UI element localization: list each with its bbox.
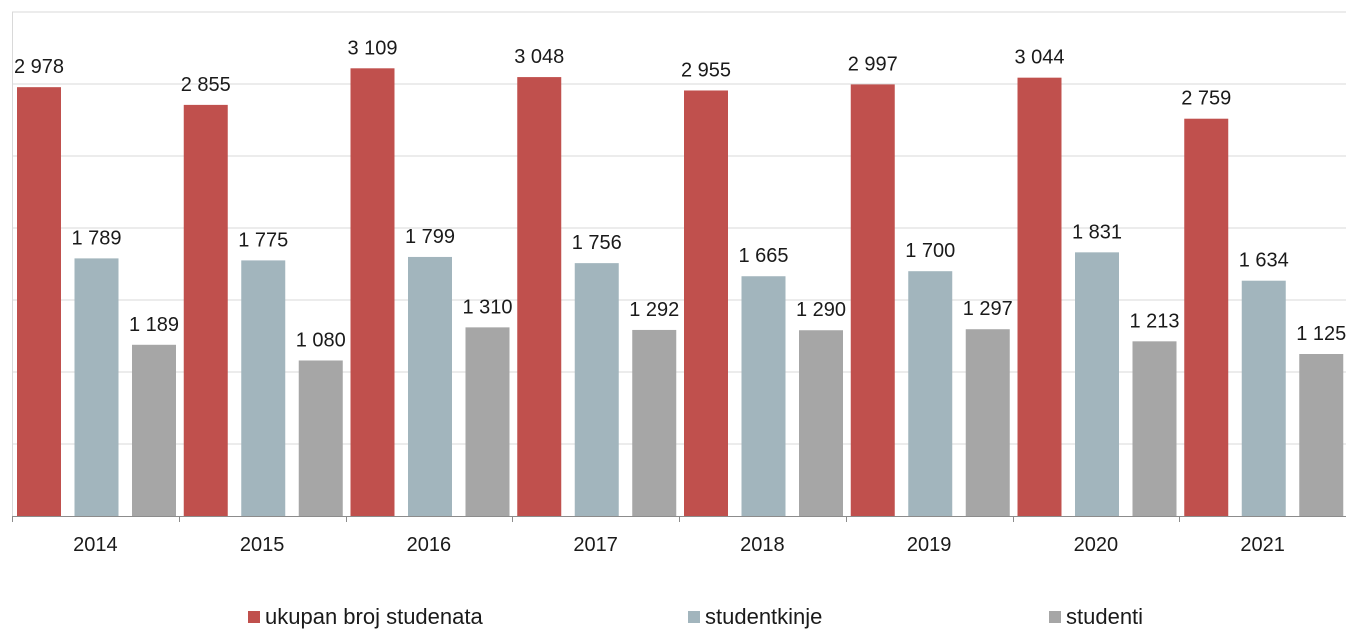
data-label-0-2016: 3 109: [347, 37, 397, 59]
legend-item-series-2: studenti: [1049, 604, 1143, 630]
bars: [17, 68, 1344, 516]
data-label-2-2018: 1 290: [796, 299, 846, 321]
data-label-1-2021: 1 634: [1239, 250, 1289, 272]
data-label-2-2016: 1 310: [462, 296, 512, 318]
data-label-1-2018: 1 665: [738, 245, 788, 267]
x-tick-label-2014: 2014: [73, 534, 118, 556]
data-label-2-2019: 1 297: [963, 298, 1013, 320]
bar-0-2019: [850, 84, 895, 516]
bar-1-2021: [1241, 280, 1286, 516]
data-label-0-2021: 2 759: [1181, 88, 1231, 110]
data-label-2-2020: 1 213: [1129, 310, 1179, 332]
bar-0-2016: [350, 68, 395, 516]
x-tick-label-2019: 2019: [907, 534, 952, 556]
data-label-2-2017: 1 292: [629, 299, 679, 321]
legend-label-series-2: studenti: [1066, 604, 1144, 629]
bar-0-2018: [684, 90, 728, 516]
x-tick-label-2016: 2016: [407, 534, 452, 556]
x-tick-label-2021: 2021: [1240, 534, 1285, 556]
bar-1-2014: [74, 258, 119, 516]
data-label-2-2015: 1 080: [296, 329, 346, 351]
legend-swatch-series-0: [248, 611, 260, 623]
legend: ukupan broj studenata studentkinje stude…: [0, 600, 1346, 630]
bar-2-2019: [965, 329, 1010, 516]
data-label-1-2017: 1 756: [572, 232, 622, 254]
legend-item-series-0: ukupan broj studenata: [248, 604, 483, 630]
legend-item-series-1: studentkinje: [688, 604, 822, 630]
legend-swatch-series-2: [1049, 611, 1061, 623]
bar-1-2019: [908, 271, 953, 516]
bar-1-2018: [741, 276, 786, 516]
bar-2-2015: [298, 360, 343, 516]
bar-2-2017: [632, 329, 677, 516]
data-labels: 2 978 1 789 1 189 2 855 1 775 1 080 3 109 1 799…: [14, 37, 1346, 351]
data-label-1-2014: 1 789: [71, 227, 121, 249]
legend-swatch-series-1: [688, 611, 700, 623]
data-label-1-2015: 1 775: [238, 229, 288, 251]
legend-label-series-1: studentkinje: [705, 604, 823, 629]
x-tick-label-2020: 2020: [1074, 534, 1119, 556]
bar-0-2015: [183, 104, 228, 516]
x-tick-label-2018: 2018: [740, 534, 785, 556]
bar-1-2015: [241, 260, 286, 516]
data-label-1-2016: 1 799: [405, 226, 455, 248]
bar-1-2017: [574, 263, 619, 516]
bar-0-2021: [1184, 118, 1229, 516]
data-label-0-2014: 2 978: [14, 56, 64, 78]
data-label-0-2017: 3 048: [514, 46, 564, 68]
data-label-0-2018: 2 955: [681, 59, 731, 81]
bar-2-2021: [1299, 354, 1344, 516]
bar-1-2016: [408, 256, 452, 516]
data-label-2-2014: 1 189: [129, 314, 179, 336]
bar-1-2020: [1075, 252, 1119, 516]
legend-label-series-0: ukupan broj studenata: [265, 604, 483, 629]
data-label-2-2021: 1 125: [1296, 323, 1346, 345]
bar-0-2020: [1017, 77, 1062, 516]
bar-2-2016: [465, 327, 510, 516]
bar-0-2017: [517, 77, 562, 516]
x-tick-label-2015: 2015: [240, 534, 285, 556]
data-label-0-2019: 2 997: [848, 53, 898, 75]
x-tick-label-2017: 2017: [573, 534, 618, 556]
bar-2-2014: [132, 344, 176, 516]
bar-0-2014: [17, 87, 61, 516]
data-label-0-2015: 2 855: [181, 74, 231, 96]
data-label-1-2019: 1 700: [905, 240, 955, 262]
data-label-1-2020: 1 831: [1072, 221, 1122, 243]
data-label-0-2020: 3 044: [1014, 47, 1064, 69]
bar-2-2018: [799, 330, 843, 516]
x-axis: 2014 2015 2016 2017 2018 2019 2020 2021: [12, 516, 1346, 556]
bar-2-2020: [1132, 341, 1177, 516]
gridlines: [12, 11, 1346, 522]
